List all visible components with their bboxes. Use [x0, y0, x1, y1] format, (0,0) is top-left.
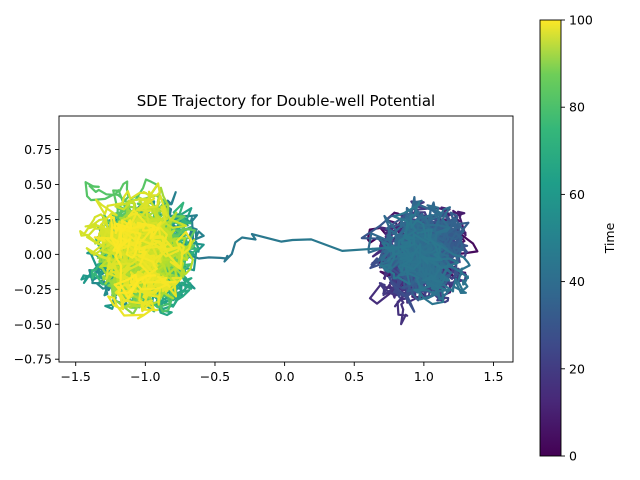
trajectory-segment — [399, 297, 408, 326]
trajectory-segment — [79, 230, 101, 245]
colorbar-tick-label: 100 — [569, 13, 593, 28]
trajectory-segment — [420, 255, 443, 265]
y-axis: −0.75 −0.50 −0.25 0.00 0.25 0.50 0.75 — [14, 142, 59, 367]
trajectory-segment — [421, 274, 446, 284]
trajectory-segment — [223, 233, 257, 263]
colorbar-tick-label: 80 — [569, 100, 585, 115]
trajectory-segment — [457, 210, 467, 237]
trajectory-segment — [84, 219, 104, 230]
x-tick-label: −0.5 — [200, 369, 230, 384]
trajectory-segment — [461, 275, 469, 292]
trajectory-segment — [432, 232, 465, 266]
trajectory-segment — [152, 205, 188, 229]
x-tick-label: 0.5 — [344, 369, 364, 384]
trajectory-segment — [387, 244, 396, 270]
trajectory-segment — [138, 245, 158, 278]
y-tick-label: −0.75 — [14, 352, 52, 367]
trajectory-segment — [114, 222, 123, 267]
colorbar — [539, 19, 562, 457]
trajectory-segment — [417, 262, 435, 285]
trajectory-segment — [250, 233, 374, 252]
trajectory-segment — [94, 198, 118, 226]
trajectory-segment — [398, 221, 417, 262]
trajectory-segment — [169, 231, 187, 270]
colorbar-tick-label: 0 — [569, 449, 577, 464]
colorbar-tick-label: 40 — [569, 274, 585, 289]
trajectory-series — [79, 178, 479, 326]
chart-title: SDE Trajectory for Double-well Potential — [137, 92, 435, 110]
trajectory-segment — [180, 258, 194, 278]
trajectory-segment — [415, 276, 446, 291]
trajectory-segment — [371, 220, 416, 250]
x-tick-label: −1.0 — [130, 369, 160, 384]
colorbar-axis: 0 20 40 60 80 100 — [561, 13, 593, 464]
trajectory-segment — [160, 275, 172, 294]
y-tick-label: 0.75 — [24, 142, 52, 157]
trajectory-segment — [393, 290, 409, 317]
x-tick-label: −1.5 — [61, 369, 91, 384]
trajectory-segment — [433, 206, 451, 232]
trajectory-segment — [106, 190, 148, 207]
x-tick-label: 0.0 — [275, 369, 295, 384]
trajectory-segment — [127, 209, 155, 242]
trajectory-segment — [405, 196, 416, 218]
trajectory-segment — [140, 294, 160, 312]
trajectory-segment — [120, 219, 147, 251]
plot-frame — [58, 115, 514, 363]
trajectory-segment — [124, 221, 160, 240]
trajectory-segment — [192, 240, 205, 254]
trajectory-segment — [457, 255, 471, 292]
trajectory-segment — [138, 224, 156, 244]
trajectory-segment — [112, 296, 155, 320]
trajectory-segment — [113, 278, 130, 294]
trajectory-segment — [172, 201, 192, 225]
trajectory-segment — [429, 277, 462, 294]
trajectory-segment — [88, 269, 108, 284]
trajectory-segment — [423, 236, 443, 261]
trajectory-segment — [399, 254, 414, 267]
trajectory-segment — [125, 232, 142, 259]
trajectory-segment — [379, 263, 411, 286]
trajectory-segment — [367, 224, 394, 250]
y-tick-label: 0.50 — [24, 177, 52, 192]
trajectory-segment — [393, 201, 421, 223]
trajectory-segment — [401, 243, 422, 271]
colorbar-label: Time — [602, 222, 617, 254]
trajectory-segment — [133, 235, 174, 252]
trajectory-segment — [112, 216, 133, 235]
trajectory-segment — [397, 258, 411, 286]
trajectory-segment — [107, 295, 126, 311]
trajectory-segment — [387, 275, 417, 313]
trajectory-segment — [108, 214, 120, 252]
trajectory-segment — [415, 213, 441, 232]
trajectory-segment — [119, 264, 139, 300]
x-axis: −1.5 −1.0 −0.5 0.0 0.5 1.0 1.5 — [61, 362, 504, 384]
trajectory-segment — [117, 274, 157, 294]
trajectory-segment — [129, 274, 146, 287]
trajectory-segment — [139, 190, 168, 217]
trajectory-segment — [409, 213, 427, 239]
trajectory-segment — [410, 240, 465, 258]
x-tick-label: 1.0 — [414, 369, 434, 384]
y-tick-label: −0.25 — [14, 282, 52, 297]
y-tick-label: 0.25 — [24, 212, 52, 227]
y-tick-label: 0.00 — [24, 247, 52, 262]
trajectory-segment — [84, 181, 116, 202]
trajectory-segment — [129, 281, 168, 291]
colorbar-tick-label: 60 — [569, 187, 585, 202]
y-tick-label: −0.50 — [14, 317, 52, 332]
x-tick-label: 1.5 — [484, 369, 504, 384]
trajectory-segment — [413, 288, 446, 306]
trajectory-segment — [157, 275, 177, 288]
trajectory-segment — [383, 214, 399, 251]
colorbar-tick-label: 20 — [569, 361, 585, 376]
